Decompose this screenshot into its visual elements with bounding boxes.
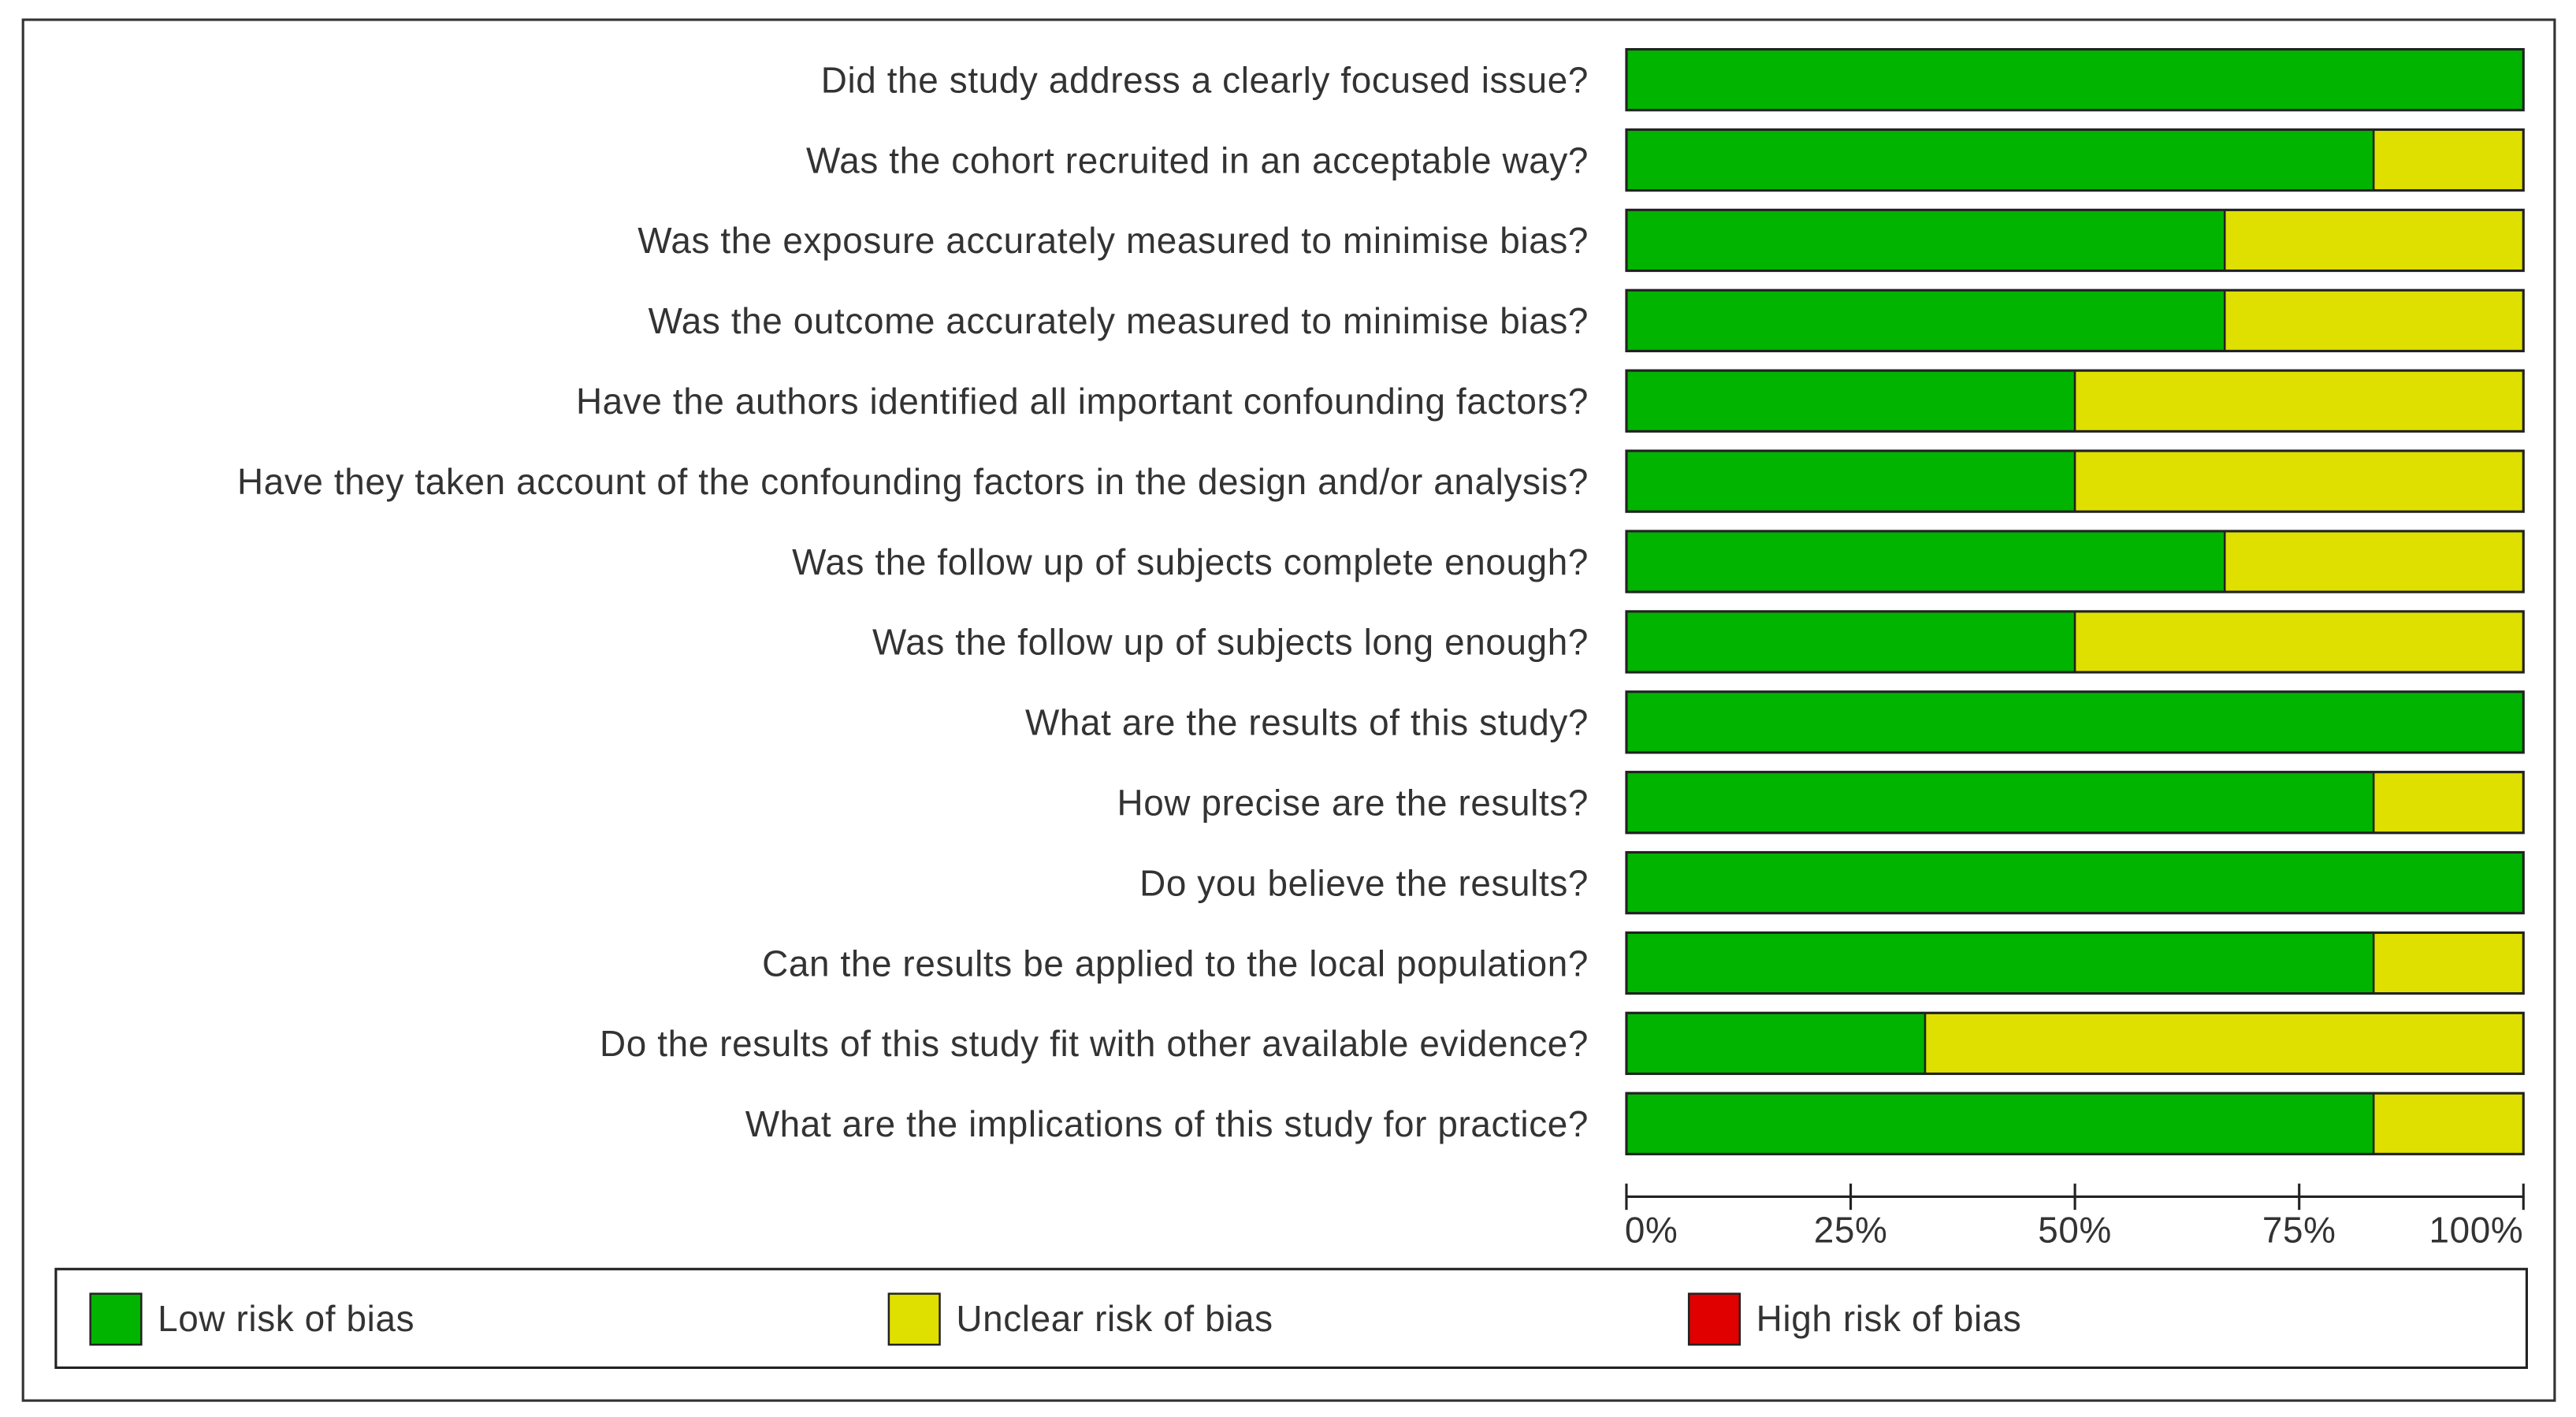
legend-box <box>54 1267 2529 1369</box>
bar-outline <box>1625 48 2525 112</box>
bar-segment <box>2223 530 2525 593</box>
bar-outline <box>1625 530 2525 593</box>
x-tick-label: 0% <box>1625 1209 1678 1250</box>
category-label: What are the results of this study? <box>1025 702 1589 743</box>
bar-segment <box>1625 610 2076 674</box>
bar-outline <box>1625 208 2525 273</box>
bar-outline <box>1625 128 2525 192</box>
bar-outline <box>1625 610 2525 674</box>
category-label: Have the authors identified all importan… <box>576 381 1589 422</box>
bar-segment <box>2372 932 2525 995</box>
bar-segment <box>1625 530 2226 593</box>
bar-outline <box>1625 449 2525 513</box>
bar-segment <box>1625 289 2226 352</box>
bar-segment <box>1625 449 2076 513</box>
bar-outline <box>1625 369 2525 433</box>
category-label: What are the implications of this study … <box>745 1103 1589 1144</box>
bar-segment <box>1625 932 2375 995</box>
bar-segment <box>1625 771 2375 835</box>
category-label: Was the exposure accurately measured to … <box>637 220 1589 261</box>
bar-segment <box>2223 209 2525 272</box>
bar-segment <box>2073 369 2525 433</box>
bar-segment <box>2372 128 2525 192</box>
bar-outline <box>1625 1092 2525 1155</box>
bar-outline <box>1625 690 2525 754</box>
bar-segment <box>1625 1012 1927 1075</box>
bar-segment <box>2073 610 2525 674</box>
bar-segment <box>2372 771 2525 835</box>
legend-label: High risk of bias <box>1756 1298 2022 1339</box>
category-label: Was the follow up of subjects long enoug… <box>872 622 1589 663</box>
legend-swatch <box>89 1292 143 1346</box>
category-label: Have they taken account of the confoundi… <box>237 461 1589 502</box>
category-label: Do the results of this study fit with ot… <box>600 1023 1589 1064</box>
x-tick-label: 25% <box>1814 1209 1888 1250</box>
bar-outline <box>1625 771 2525 835</box>
bar-outline <box>1625 288 2525 352</box>
bar-segment <box>1625 128 2375 192</box>
bar-outline <box>1625 1011 2525 1076</box>
bar-segment <box>1625 851 2525 914</box>
legend-label: Unclear risk of bias <box>956 1298 1273 1339</box>
bar-segment <box>1625 1092 2375 1155</box>
legend-swatch <box>887 1292 941 1346</box>
bar-segment <box>1625 209 2226 272</box>
category-label: Was the follow up of subjects complete e… <box>792 541 1589 582</box>
legend-swatch <box>1687 1292 1741 1346</box>
bar-segment <box>2223 289 2525 352</box>
bar-segment <box>2372 1092 2525 1155</box>
bar-segment <box>1625 369 2076 433</box>
bar-segment <box>1625 690 2525 754</box>
bar-outline <box>1625 850 2525 915</box>
category-label: Can the results be applied to the local … <box>762 943 1589 984</box>
category-label: How precise are the results? <box>1117 782 1589 823</box>
bar-outline <box>1625 931 2525 995</box>
x-tick-label: 100% <box>2429 1209 2524 1250</box>
x-tick-label: 75% <box>2262 1209 2336 1250</box>
category-label: Was the cohort recruited in an acceptabl… <box>806 139 1589 180</box>
x-tick-label: 50% <box>2038 1209 2112 1250</box>
category-label: Do you believe the results? <box>1139 862 1589 903</box>
category-label: Did the study address a clearly focused … <box>821 59 1589 100</box>
bar-segment <box>1625 48 2525 112</box>
bar-segment <box>2073 449 2525 513</box>
category-label: Was the outcome accurately measured to m… <box>649 300 1589 341</box>
legend-label: Low risk of bias <box>158 1298 414 1339</box>
bar-segment <box>1924 1012 2525 1075</box>
